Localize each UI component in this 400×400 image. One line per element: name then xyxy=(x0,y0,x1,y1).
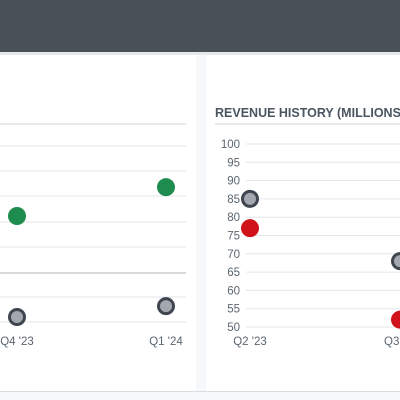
revenue-history-title: REVENUE HISTORY (MILLIONS) xyxy=(215,106,400,120)
revenue-history-card xyxy=(206,55,400,391)
revenue-red-point xyxy=(391,310,400,329)
revenue-y-tick-label: 85 xyxy=(227,194,240,206)
left-x-tick-label: Q4 '23 xyxy=(0,336,34,348)
revenue-gray-point xyxy=(391,252,400,271)
content-bottom-border xyxy=(0,391,400,392)
revenue-y-tick-label: 60 xyxy=(227,285,240,297)
revenue-y-tick-label: 50 xyxy=(227,322,240,334)
revenue-y-tick-label: 55 xyxy=(227,304,240,316)
left-gray-point xyxy=(8,308,26,326)
revenue-y-tick-label: 100 xyxy=(221,139,240,151)
revenue-red-point xyxy=(241,219,259,238)
revenue-y-tick-label: 80 xyxy=(227,212,240,224)
header-divider xyxy=(0,52,400,55)
revenue-x-tick-label: Q3 xyxy=(384,336,399,348)
revenue-y-tick-label: 90 xyxy=(227,176,240,188)
left-gray-point xyxy=(157,297,175,316)
revenue-y-tick-label: 65 xyxy=(227,267,240,279)
left-green-point xyxy=(157,178,175,197)
revenue-gray-point xyxy=(241,189,259,208)
revenue-y-tick-label: 70 xyxy=(227,249,240,261)
top-header-bar xyxy=(0,0,400,52)
revenue-y-tick-label: 75 xyxy=(227,231,240,243)
left-chart-card xyxy=(0,55,196,391)
left-x-tick-label: Q1 '24 xyxy=(149,336,183,348)
revenue-x-tick-label: Q2 '23 xyxy=(233,336,267,348)
left-green-point xyxy=(8,207,26,225)
revenue-y-tick-label: 95 xyxy=(227,157,240,169)
